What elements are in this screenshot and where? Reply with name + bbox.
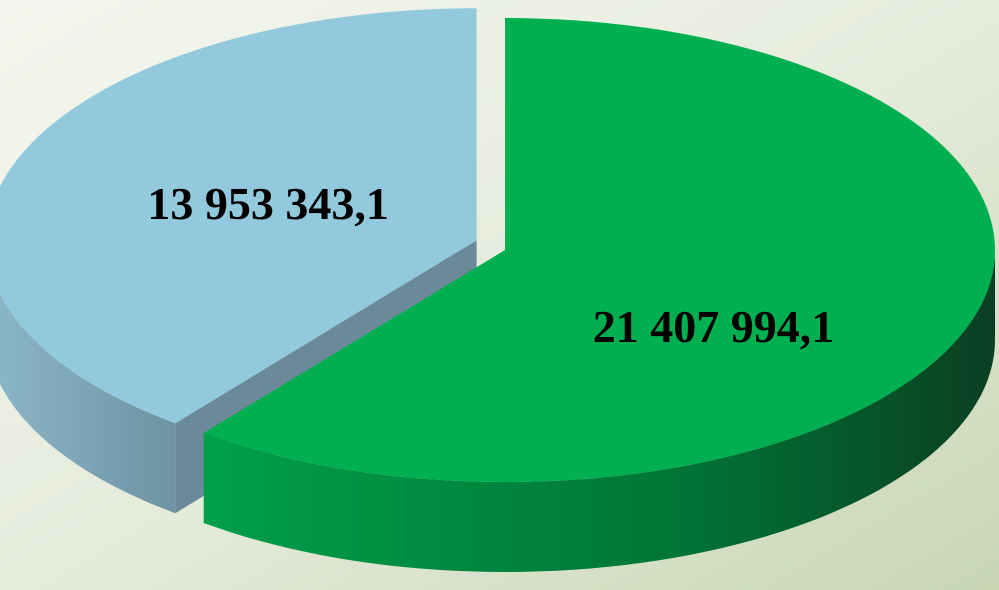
- slice-side: [0, 293, 176, 514]
- slice: [203, 18, 995, 482]
- slice: [0, 8, 477, 424]
- data-label: 13 953 343,1: [147, 178, 389, 229]
- data-label: 21 407 994,1: [593, 301, 835, 352]
- slice-side: [203, 250, 995, 572]
